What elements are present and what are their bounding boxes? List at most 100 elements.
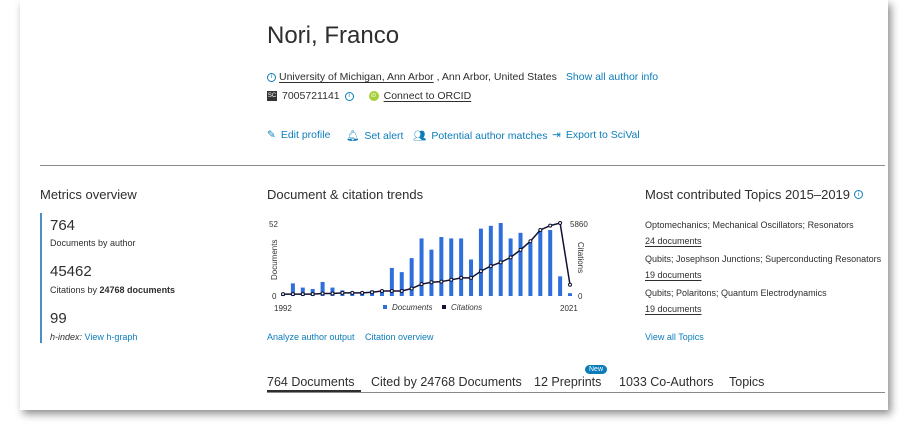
citations-point: [488, 264, 493, 269]
citations-point: [360, 290, 365, 295]
view-h-graph-link[interactable]: View h-graph: [84, 332, 138, 342]
analyze-author-output-link[interactable]: Analyze author output: [267, 332, 355, 342]
documents-bar: [478, 228, 483, 296]
info-icon: i: [267, 72, 276, 82]
documents-bar: [429, 249, 434, 296]
export-to-scival-button[interactable]: ⇥ Export to SciVal: [552, 129, 640, 141]
documents-bar: [459, 238, 464, 296]
trends-title: Document & citation trends: [267, 187, 424, 202]
documents-bar: [399, 272, 404, 296]
set-alert-label: Set alert: [364, 129, 404, 142]
citations-point: [419, 282, 424, 287]
show-all-author-info-link[interactable]: Show all author info: [565, 71, 659, 83]
citations-count: 45462: [50, 263, 92, 280]
citations-point: [409, 286, 414, 291]
documents-bar: [379, 290, 384, 296]
legend-documents: Documents: [392, 303, 432, 312]
documents-bar: [300, 287, 305, 296]
tab-cited-by[interactable]: Cited by 24768 Documents: [371, 375, 522, 389]
documents-count: 764: [50, 217, 76, 234]
documents-bar: [290, 283, 295, 296]
topic-name: Qubits; Josephson Junctions; Superconduc…: [645, 254, 882, 264]
documents-bar: [538, 230, 543, 296]
documents-bar: [389, 267, 394, 296]
documents-bar: [409, 258, 414, 296]
citations-point: [459, 275, 464, 280]
info-icon[interactable]: i: [854, 190, 864, 199]
documents-bar: [419, 238, 424, 296]
documents-bar: [568, 293, 572, 296]
bell-icon: 🔔︎: [346, 130, 360, 142]
topic-name: Qubits; Polaritons; Quantum Electrodynam…: [645, 288, 827, 298]
citations-label: Citations by 24768 documents: [50, 285, 176, 295]
connect-orcid-link[interactable]: Connect to ORCID: [383, 90, 472, 102]
documents-bar: [320, 281, 325, 296]
documents-bar: [488, 225, 493, 296]
trends-chart: 52 0 5860 0 Documents Citations 1992 202…: [269, 220, 588, 313]
metrics-border: [40, 213, 42, 343]
export-icon: ⇥: [552, 129, 561, 141]
info-icon[interactable]: i: [344, 91, 354, 101]
affiliation-row: i University of Michigan, Ann Arbor, Ann…: [267, 71, 658, 83]
orcid-icon: iD: [368, 91, 379, 101]
documents-bar: [528, 242, 533, 296]
citations-point: [389, 289, 394, 294]
citations-point: [350, 290, 355, 295]
documents-bar: [548, 230, 553, 296]
citations-point: [558, 221, 563, 225]
citations-point: [469, 275, 474, 280]
affiliation-location: , Ann Arbor, United States: [436, 71, 557, 83]
documents-bar: [508, 238, 513, 296]
documents-bar: [498, 223, 503, 296]
topic-name: Optomechanics; Mechanical Oscillators; R…: [645, 220, 854, 230]
potential-author-matches-button[interactable]: 👥︎ Potential author matches: [413, 129, 548, 143]
metrics-title: Metrics overview: [40, 187, 137, 202]
xtick-first: 1992: [274, 304, 292, 313]
people-icon: 👥︎: [413, 130, 427, 142]
new-badge: New: [585, 365, 608, 374]
tabs-divider: [267, 392, 885, 393]
edit-profile-button[interactable]: ✎ Edit profile: [267, 129, 330, 141]
tab-preprints[interactable]: 12 Preprints: [534, 375, 602, 389]
citations-point: [518, 247, 523, 252]
potential-matches-label: Potential author matches: [431, 129, 548, 142]
citations-point: [300, 292, 305, 297]
ytick-left-min: 0: [272, 292, 277, 301]
citations-point: [528, 239, 533, 244]
topic-count-link[interactable]: 19 documents: [645, 270, 702, 280]
edit-profile-label: Edit profile: [280, 129, 331, 141]
author-profile-card: [20, 0, 888, 410]
section-divider: [40, 165, 885, 166]
citations-point: [281, 292, 285, 297]
tab-documents[interactable]: 764 Documents: [267, 375, 355, 389]
citations-point: [330, 291, 335, 296]
author-id: 7005721141: [282, 90, 340, 102]
tab-co-authors[interactable]: 1033 Co-Authors: [619, 375, 714, 389]
citations-point: [290, 292, 295, 297]
scopus-icon: SC: [267, 91, 277, 101]
affiliation-link[interactable]: University of Michigan, Ann Arbor: [279, 71, 434, 83]
citations-point: [370, 290, 375, 295]
citations-point: [478, 269, 483, 274]
citations-point: [568, 282, 572, 287]
citations-point: [310, 292, 315, 297]
export-label: Export to SciVal: [565, 129, 640, 141]
citations-point: [340, 290, 345, 295]
topic-count-link[interactable]: 19 documents: [645, 304, 702, 314]
legend-citations-swatch: [442, 305, 446, 309]
hindex-row: h-index: View h-graph: [50, 332, 138, 342]
documents-bar: [439, 237, 444, 296]
tab-topics[interactable]: Topics: [729, 375, 765, 389]
documents-label: Documents by author: [50, 238, 136, 248]
ytick-right-max: 5860: [570, 220, 588, 229]
citation-overview-link[interactable]: Citation overview: [365, 332, 434, 342]
view-all-topics-link[interactable]: View all Topics: [645, 332, 704, 342]
ytick-left-max: 52: [269, 220, 278, 229]
set-alert-button[interactable]: 🔔︎ Set alert: [346, 129, 404, 143]
topic-count-link[interactable]: 24 documents: [645, 236, 702, 246]
id-row: SC 7005721141 i iD Connect to ORCID: [267, 90, 471, 102]
author-name: Nori, Franco: [267, 22, 400, 49]
documents-bar: [518, 232, 523, 296]
citations-point: [498, 260, 503, 265]
legend-citations: Citations: [451, 303, 482, 312]
